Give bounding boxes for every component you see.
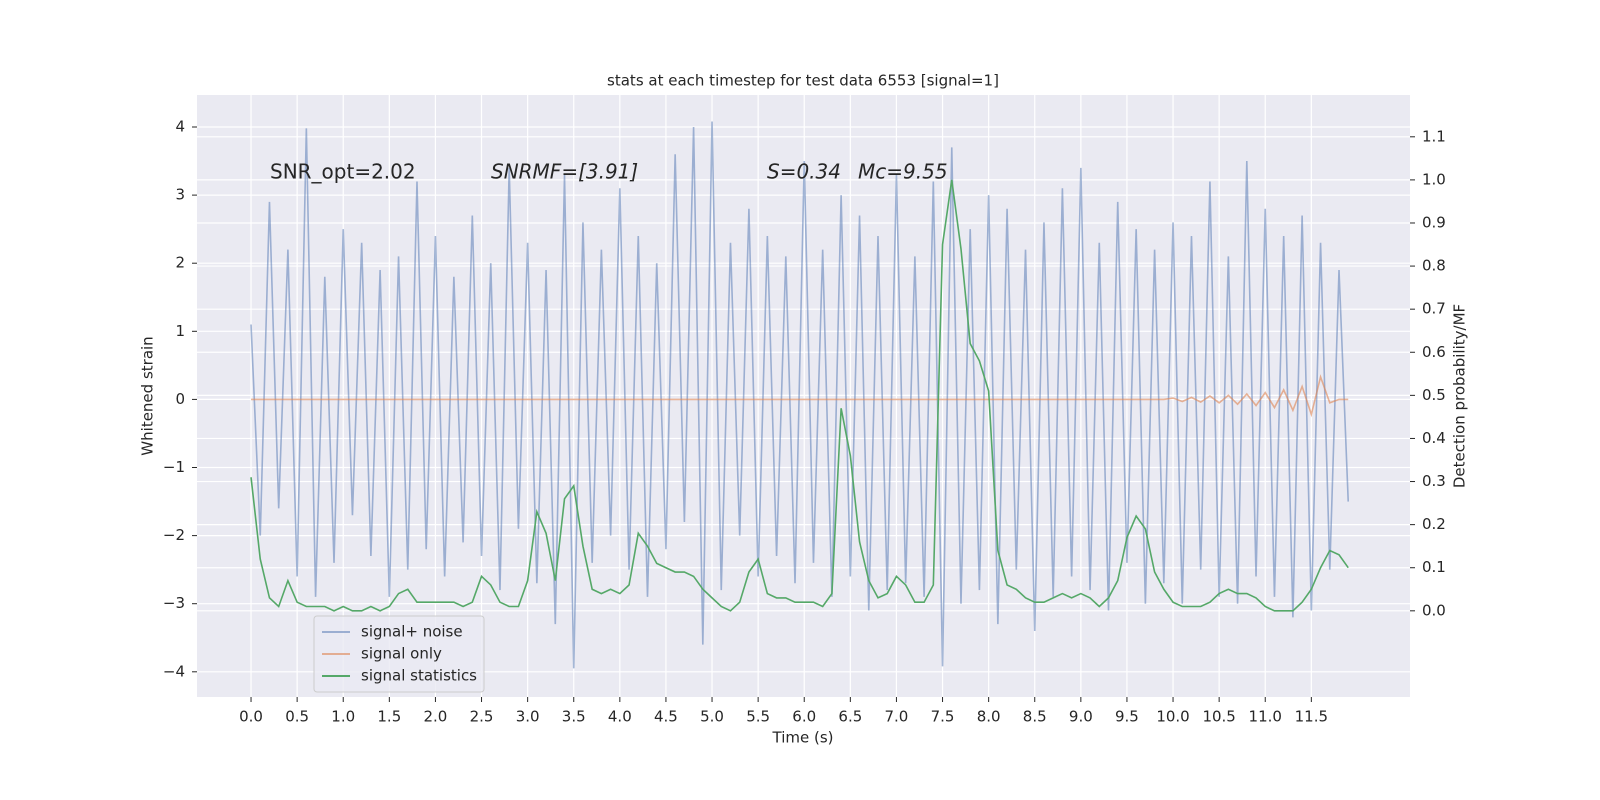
y-tick-label: −1	[163, 458, 185, 476]
y2-tick-label: 0.3	[1422, 472, 1446, 490]
y2-tick-label: 0.6	[1422, 343, 1446, 361]
y2-tick-label: 1.1	[1422, 127, 1446, 145]
y2-axis-label: Detection probability/MF	[1451, 304, 1469, 488]
y-tick-label: −3	[163, 594, 185, 612]
y-tick-label: 0	[175, 390, 185, 408]
x-tick-label: 0.5	[285, 708, 309, 726]
y2-tick-label: 0.0	[1422, 601, 1446, 619]
x-tick-label: 1.5	[377, 708, 401, 726]
x-tick-label: 5.0	[700, 708, 724, 726]
x-tick-label: 4.5	[654, 708, 678, 726]
x-tick-label: 3.5	[562, 708, 586, 726]
x-tick-label: 7.5	[931, 708, 955, 726]
legend-label: signal only	[361, 645, 442, 663]
chart-title: stats at each timestep for test data 655…	[607, 72, 999, 90]
y-axis-label: Whitened strain	[139, 336, 157, 455]
legend-label: signal statistics	[361, 667, 477, 685]
y2-tick-label: 0.4	[1422, 429, 1446, 447]
y-tick-label: 1	[175, 322, 185, 340]
x-tick-label: 2.0	[424, 708, 448, 726]
annotation: SNR_opt=2.02	[270, 160, 416, 184]
y2-tick-label: 0.2	[1422, 515, 1446, 533]
x-tick-label: 10.5	[1202, 708, 1235, 726]
x-tick-label: 5.5	[746, 708, 770, 726]
y2-tick-label: 0.8	[1422, 257, 1446, 275]
x-tick-label: 2.5	[470, 708, 494, 726]
x-tick-label: 11.5	[1295, 708, 1328, 726]
y2-tick-label: 0.1	[1422, 558, 1446, 576]
x-tick-label: 9.5	[1115, 708, 1139, 726]
y-tick-label: 2	[175, 254, 185, 272]
x-tick-label: 6.5	[838, 708, 862, 726]
series-line	[250, 179, 1349, 612]
legend-label: signal+ noise	[361, 623, 463, 641]
annotation: SNRMF=[3.91]	[491, 160, 638, 184]
y2-tick-label: 1.0	[1422, 170, 1446, 188]
y2-tick-label: 0.5	[1422, 386, 1446, 404]
x-tick-label: 1.0	[331, 708, 355, 726]
x-tick-label: 7.0	[885, 708, 909, 726]
y-tick-label: 3	[175, 186, 185, 204]
x-tick-label: 0.0	[239, 708, 263, 726]
x-tick-label: 4.0	[608, 708, 632, 726]
y2-tick-label: 0.9	[1422, 213, 1446, 231]
legend-box	[313, 615, 485, 693]
y-tick-label: −2	[163, 526, 185, 544]
x-axis-label: Time (s)	[772, 729, 834, 747]
x-tick-label: 6.0	[792, 708, 816, 726]
x-tick-label: 9.0	[1069, 708, 1093, 726]
y2-tick-label: 0.7	[1422, 300, 1446, 318]
annotation: Mc=9.55	[858, 160, 948, 184]
y-tick-label: 4	[175, 118, 185, 136]
annotation: S=0.34	[767, 160, 841, 184]
x-tick-label: 8.5	[1023, 708, 1047, 726]
series-line	[250, 121, 1350, 669]
x-tick-label: 8.0	[977, 708, 1001, 726]
x-tick-label: 10.0	[1156, 708, 1189, 726]
series-line	[251, 374, 1349, 418]
x-tick-label: 11.0	[1249, 708, 1282, 726]
y-tick-label: −4	[163, 662, 185, 680]
x-tick-label: 3.0	[516, 708, 540, 726]
